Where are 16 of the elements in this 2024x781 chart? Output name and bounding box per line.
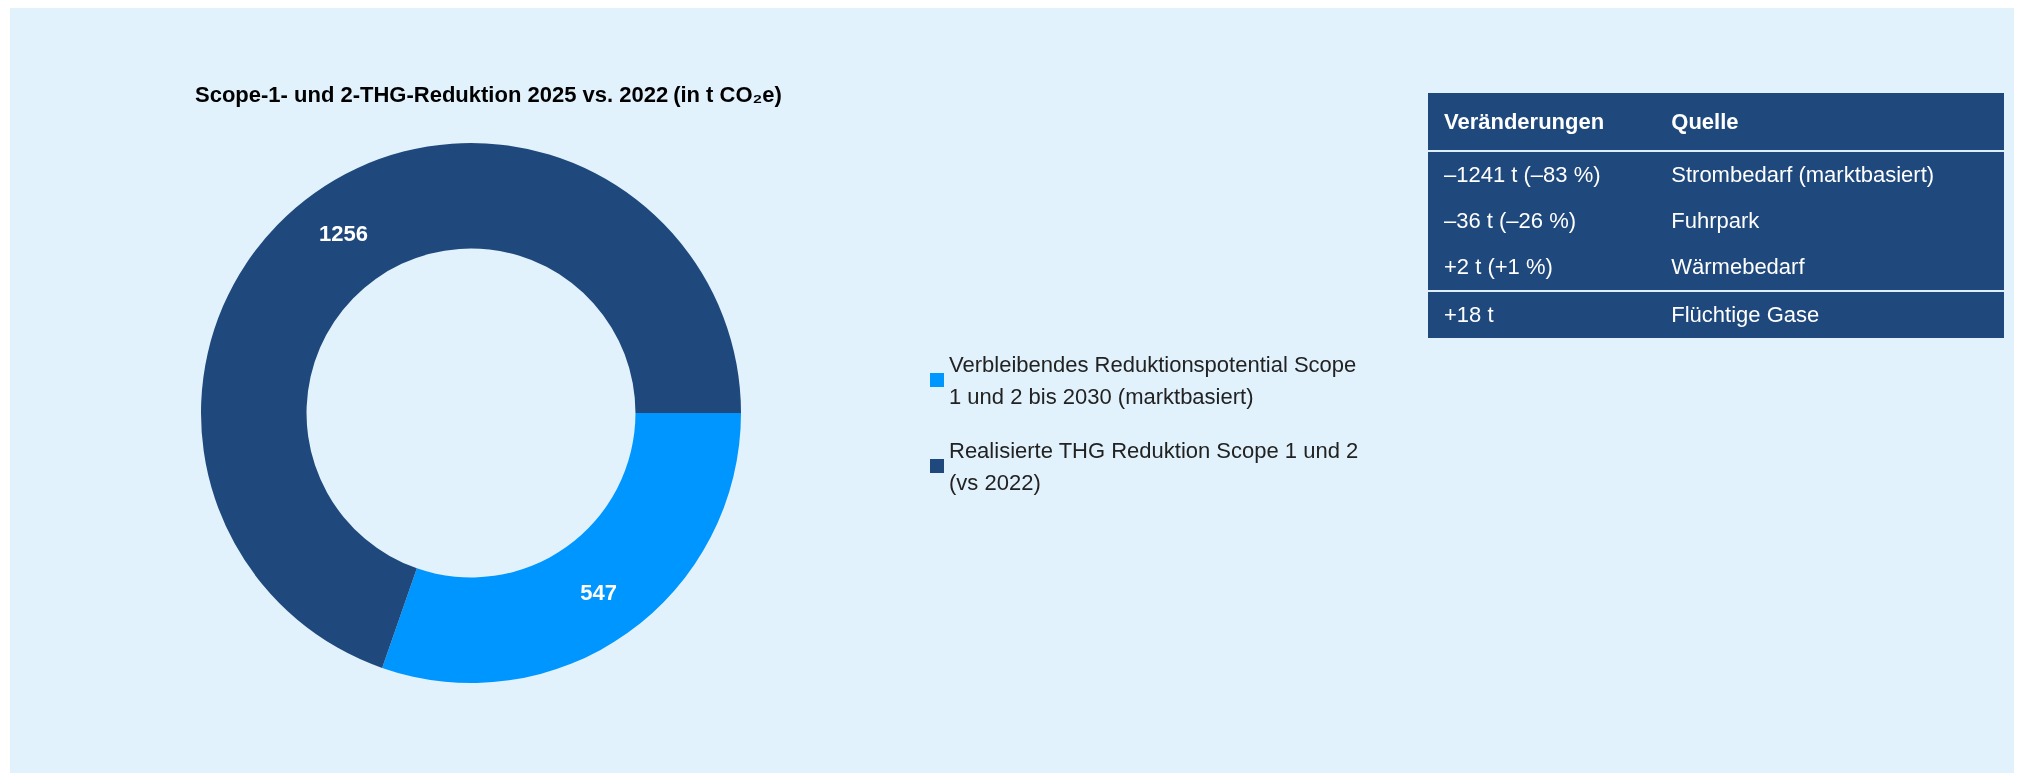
chart-title: Scope-1- und 2-THG-Reduktion 2025 vs. 2022 [195,81,669,107]
chart-subtitle: (in t CO₂e) [673,81,782,107]
text: Strombedarf (marktbasiert) [1670,161,1936,189]
legend-label: Verbleibendes Reduktionspotential Scope 1 und 2 bis 2030 (marktbasiert) [949,351,1363,409]
text: –36 t (–26 %) [1443,207,1578,235]
data-label: 1256 [318,220,368,246]
text: –1241 t (–83 %) [1443,161,1602,189]
legend-label: Realisierte THG Reduktion Scope 1 und 2 (vs 2022) [949,437,1365,495]
text: Quelle [1655,93,2004,151]
text: +18 t [1428,291,1656,338]
text: Veränderungen [1428,93,1656,151]
data-label: 547 [580,580,617,606]
text: Flüchtige Gase [1655,291,2004,338]
text: +2 t (+1 %) [1443,253,1554,281]
text: Fuhrpark [1670,207,1761,235]
text: Wärmebedarf [1670,253,1806,281]
